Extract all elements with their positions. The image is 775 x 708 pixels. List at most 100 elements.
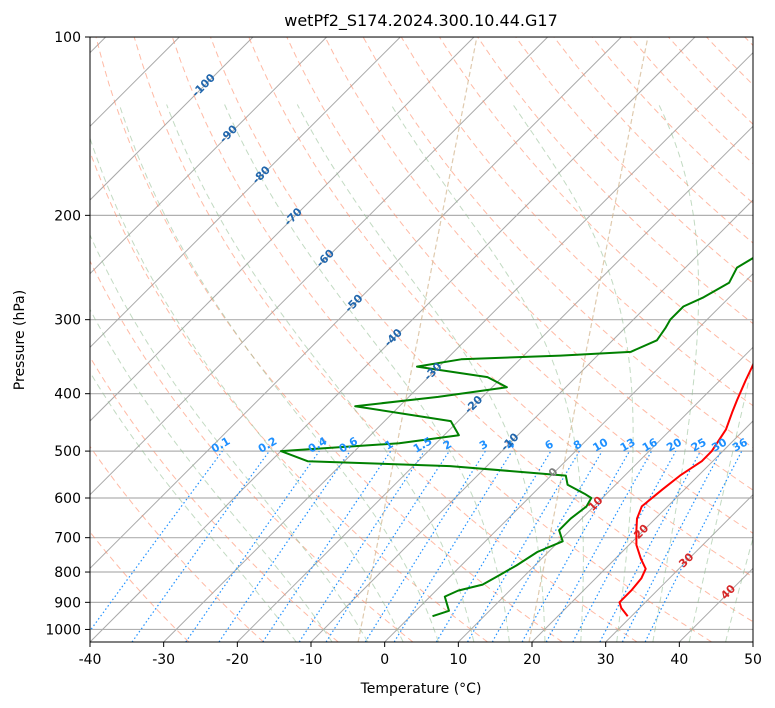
x-tick-label: 10 [449,652,467,668]
y-tick-label: 400 [54,387,81,403]
dry-adiabat [248,37,753,578]
isotherm-label: -10 [498,430,521,453]
moist-adiabat [90,371,297,642]
dry-adiabat [90,356,339,642]
dry-adiabat [171,37,712,642]
isotherm-line [752,641,753,642]
mixing-ratio-label: 3 [477,438,490,453]
mixing-ratio-line [131,450,270,642]
mixing-ratio-label: 0.1 [209,435,232,456]
isotherm-line [90,37,696,642]
mixing-ratio-label: 0.6 [337,434,361,455]
dry-adiabat [515,37,753,284]
mixing-ratio-line [545,450,653,642]
dry-adiabat [668,37,753,125]
mixing-ratio-line [298,450,425,642]
dry-adiabat [706,37,753,86]
dewpoint-profile [279,256,753,618]
y-tick-label: 700 [54,531,81,547]
isotherm-line [310,199,753,642]
moist-adiabat [224,104,510,642]
mixing-ratio-label: 6 [543,437,556,452]
isotherm-label: -20 [462,393,485,416]
x-tick-label: -40 [79,652,102,668]
isotherm-label: -70 [282,205,305,228]
isotherm-label: 30 [676,550,696,570]
mixing-ratio-label: 2 [441,438,454,453]
isotherm-label: 20 [631,521,651,541]
x-tick-label: 20 [523,652,541,668]
isotherm-line [678,567,753,642]
dry-adiabat [286,37,753,534]
dry-adiabat [133,37,638,642]
moist-adiabat [390,104,584,642]
x-tick-label: 0 [380,652,389,668]
dry-adiabat [90,445,264,642]
y-tick-label: 100 [54,30,81,46]
y-tick-label: 500 [54,444,81,460]
x-tick-label: 40 [670,652,688,668]
moist-adiabat [512,104,634,642]
x-tick-label: 30 [597,652,615,668]
mixing-ratio-line [393,450,513,642]
dry-adiabat [90,259,414,642]
mixing-ratio-line [644,450,743,642]
isotherm-label: -100 [189,71,218,100]
isotherm-label: -40 [382,326,405,349]
moist-adiabats [90,104,753,642]
isotherm-label: -90 [217,122,240,145]
moist-adiabat [118,104,439,642]
isotherm-label: 0 [546,465,561,480]
isotherm-line [90,37,622,570]
dry-adiabat [553,37,753,244]
isotherm-label: -80 [250,163,273,186]
dry-adiabat [591,37,753,204]
y-tick-label: 600 [54,491,81,507]
mixing-ratio-label: 0.4 [306,434,330,455]
isotherm-line [457,346,753,642]
lcl-curve-line [357,37,478,642]
isotherm-line [384,272,753,642]
plot-frame [89,36,754,643]
y-axis-ticks: 100 200 300 400 500 600 700 800 900 1000 [45,30,90,638]
moist-adiabat [652,104,700,642]
isotherm-line [90,37,328,275]
mixing-ratio-line [325,450,450,642]
lcl-curve-line [528,37,649,642]
sounding-profiles [279,256,753,618]
dry-adiabat [210,37,753,623]
isotherm-lines [90,37,753,642]
isotherm-line [90,37,401,349]
x-tick-label: -20 [226,652,249,668]
y-tick-label: 800 [54,565,81,581]
x-tick-label: 50 [744,652,762,668]
plot-area: 0.1 0.2 0.4 0.6 1 1.5 2 3 4 6 8 10 13 16 20 25 30 36-100-… [90,37,753,642]
y-tick-label: 200 [54,208,81,224]
y-axis-title: Pressure (hPa) [12,290,28,390]
moist-adiabat [166,104,475,642]
y-tick-label: 300 [54,313,81,329]
mixing-ratio-line [435,450,552,642]
dry-adiabat [90,150,488,642]
moist-adiabat [725,536,753,642]
y-tick-label: 900 [54,595,81,611]
dry-adiabats [90,37,753,642]
temperature-profile [618,362,753,617]
mixing-ratio-label: 1.5 [411,435,434,456]
mixing-ratio-line [599,450,702,642]
moist-adiabat [296,104,546,642]
isotherm-line [236,125,753,642]
isobar-gridlines [90,37,753,631]
mixing-ratio-line [262,450,392,642]
y-tick-label: 1000 [45,622,81,638]
mixing-ratio-line [521,450,631,642]
mixing-ratio-label: 1 [382,438,395,453]
mixing-ratio-line [364,450,486,642]
isotherm-line [90,37,475,422]
isotherm-line [90,37,254,201]
mixing-ratio-line [185,450,320,642]
dry-adiabat [90,531,190,642]
x-axis-ticks: -40 -30 -20 -10 0 10 20 30 40 50 [79,642,762,668]
mixing-ratio-lines [90,450,743,642]
